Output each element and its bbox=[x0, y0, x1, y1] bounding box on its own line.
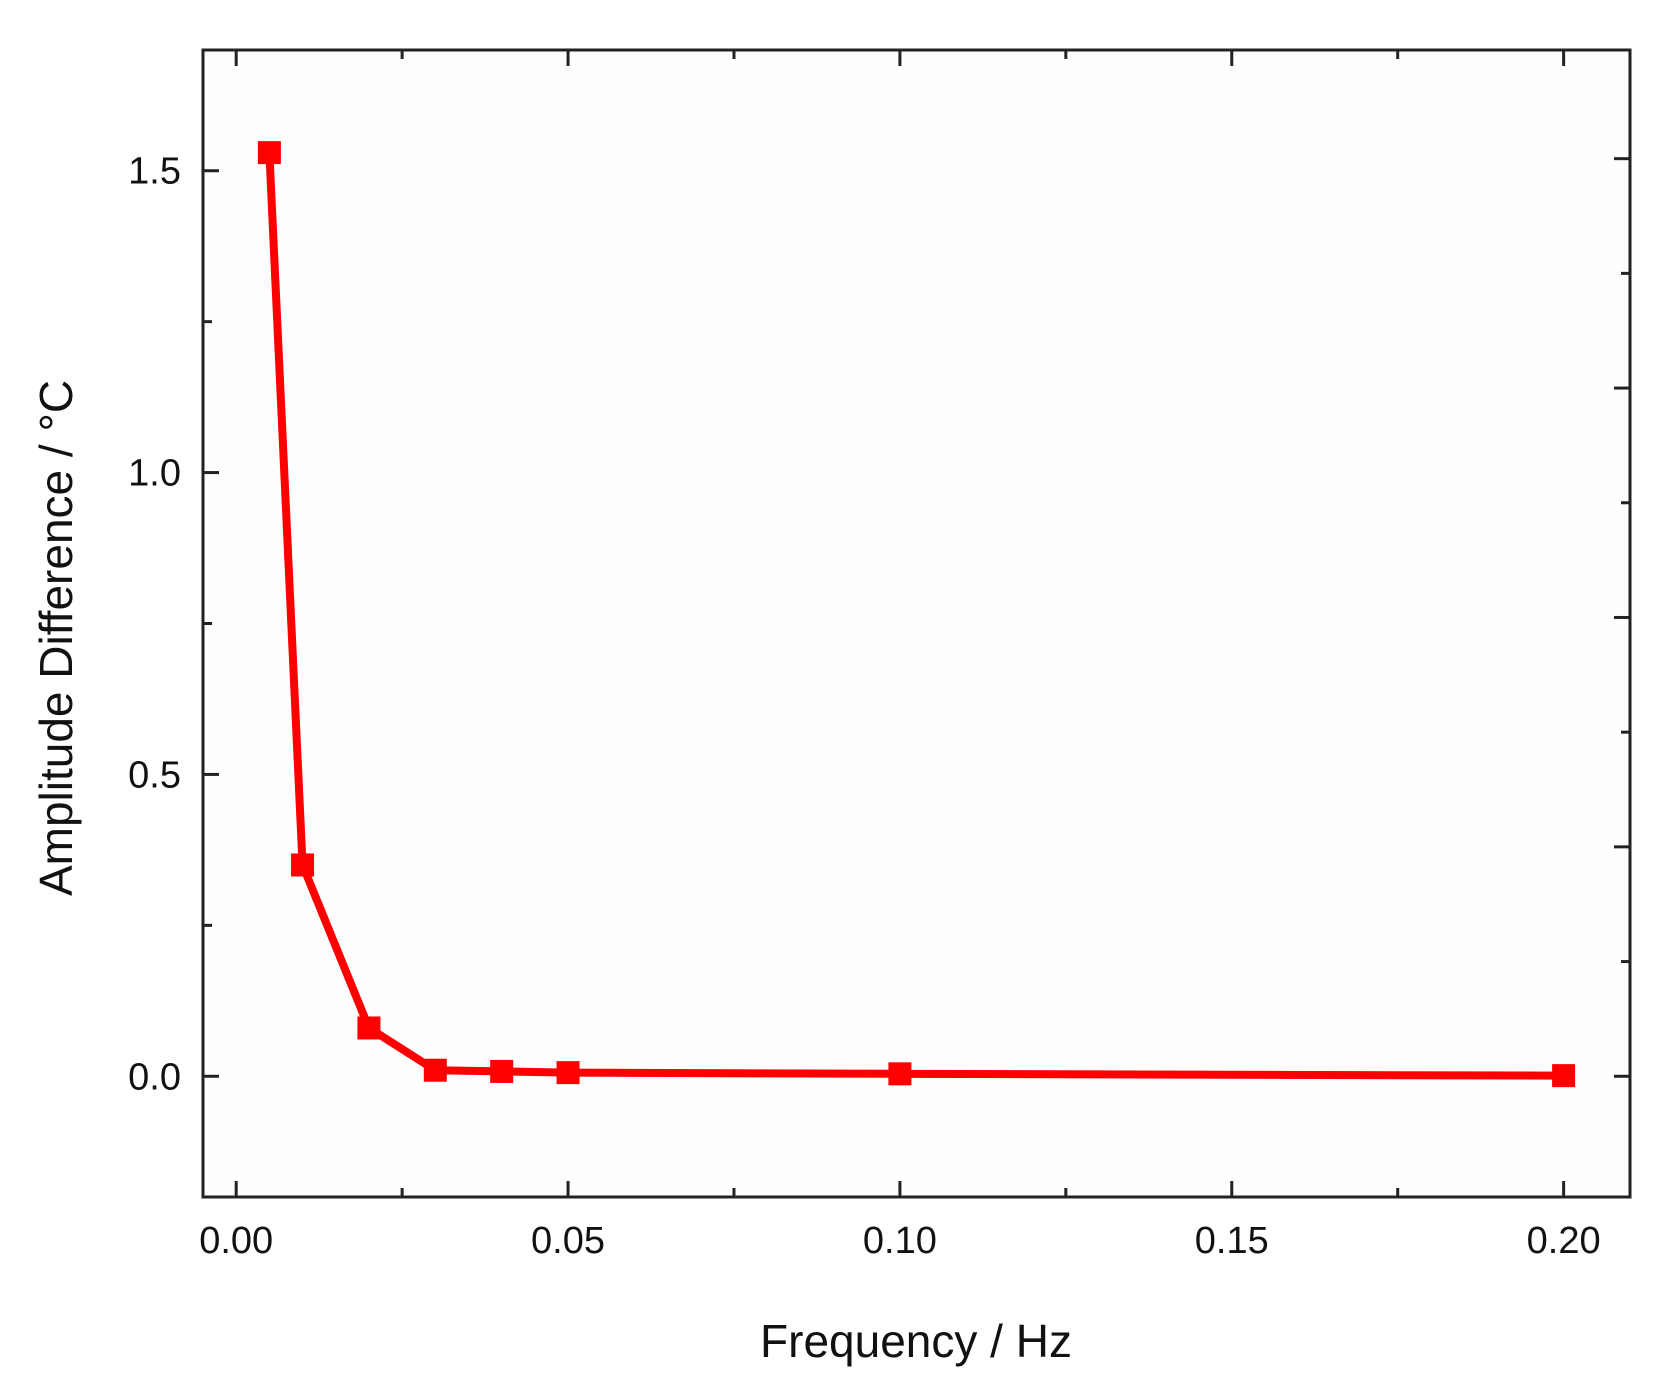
series-layer bbox=[257, 141, 1576, 1088]
y-tick-label: 0.5 bbox=[128, 754, 181, 796]
x-axis-ticks: 0.00 0.05 0.10 0.15 0.20 bbox=[199, 50, 1601, 1262]
plot-background bbox=[201, 48, 1632, 1199]
y-axis-ticks: 0.0 0.5 1.0 1.5 bbox=[128, 151, 219, 1199]
data-point-marker bbox=[357, 1016, 381, 1040]
y-axis-label: Amplitude Difference / °C bbox=[30, 380, 82, 896]
x-axis-label: Frequency / Hz bbox=[760, 1315, 1072, 1367]
x-tick-label: 0.10 bbox=[863, 1220, 937, 1262]
data-point-marker bbox=[888, 1062, 912, 1086]
data-point-marker bbox=[257, 141, 281, 165]
x-tick-label: 0.05 bbox=[531, 1220, 605, 1262]
data-point-marker bbox=[423, 1058, 447, 1082]
series-line bbox=[265, 148, 1568, 1080]
x-tick-label: 0.15 bbox=[1195, 1220, 1269, 1262]
right-axis-ticks bbox=[1614, 157, 1630, 1078]
y-tick-label: 1.5 bbox=[128, 151, 181, 193]
data-point-marker bbox=[1552, 1064, 1576, 1088]
data-point-marker bbox=[556, 1061, 580, 1085]
y-tick-label: 1.0 bbox=[128, 453, 181, 495]
x-tick-label: 0.00 bbox=[199, 1220, 273, 1262]
data-point-marker bbox=[291, 853, 315, 877]
data-point-marker bbox=[490, 1059, 514, 1083]
y-tick-label: 0.0 bbox=[128, 1056, 181, 1098]
x-tick-label: 0.20 bbox=[1527, 1220, 1601, 1262]
